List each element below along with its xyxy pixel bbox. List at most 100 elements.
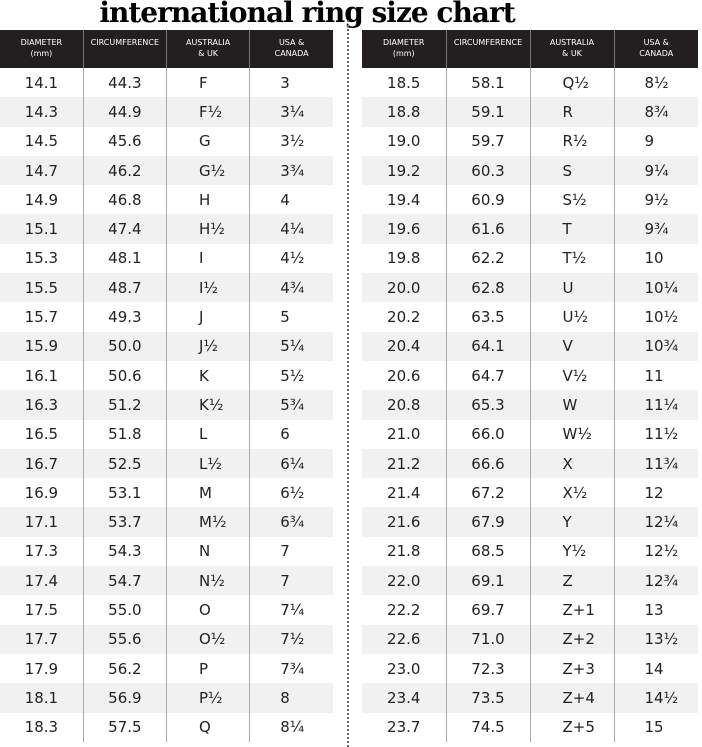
cell-circumference: 54.3 [82,536,167,567]
cell-australia-uk: X½ [529,478,614,508]
cell-diameter: 17.3 [24,542,59,561]
table-row: 17.3 54.3 N 7 [0,536,333,567]
cell-circumference: 67.9 [445,507,530,537]
cell-australia-uk: O½ [165,624,250,654]
table-row: 21.0 66.0 W½ 11½ [362,419,698,449]
cell-circumference: 48.7 [82,273,167,303]
cell-diameter: 23.4 [362,683,446,713]
cell-circumference: 56.2 [82,653,167,684]
cell-australia-uk: N [165,536,250,567]
cell-australia-uk: S [529,155,614,186]
cell-circumference: 69.7 [445,595,530,625]
cell-australia-uk: J [165,302,250,332]
cell-circumference: 71.0 [445,624,530,654]
cell-circumference: 57.5 [82,712,167,742]
cell-usa-canada: 11½ [613,419,698,449]
cell-australia-uk: Y [529,507,614,537]
cell-australia-uk: Z+5 [529,712,614,742]
cell-circumference: 64.1 [445,331,530,361]
cell-circumference: 62.2 [445,243,530,274]
table-row: 22.6 71.0 Z+2 13½ [362,624,698,654]
cell-circumference: 73.5 [445,683,530,713]
cell-australia-uk: G½ [165,155,250,186]
cell-australia-uk: Q [165,712,250,742]
cell-australia-uk: H [165,185,250,215]
cell-usa-canada: 10¾ [613,331,698,361]
table-row: 18.8 59.1 R 8¾ [362,97,698,127]
cell-australia-uk: P [165,653,250,684]
cell-circumference: 46.8 [82,185,167,215]
cell-diameter: 23.7 [387,718,421,737]
cell-usa-canada: 9¾ [613,214,698,244]
table-row: 16.5 51.8 L 6 [0,419,333,449]
cell-circumference: 59.7 [445,126,530,156]
table-row: 15.5 48.7 I½ 4¾ [0,273,333,303]
cell-usa-canada: 8¾ [613,97,698,127]
cell-australia-uk: Z+4 [529,683,614,713]
cell-usa-canada: 12¾ [613,566,698,596]
cell-diameter: 17.1 [0,507,84,537]
cell-diameter: 19.8 [387,249,421,268]
table-row: 18.1 56.9 P½ 8 [0,683,333,713]
cell-circumference: 47.4 [82,214,167,244]
header-usa-canada: USA & CANADA [249,30,333,68]
table-row: 19.4 60.9 S½ 9½ [362,185,698,215]
cell-circumference: 55.6 [82,624,167,654]
table-row: 15.9 50.0 J½ 5¼ [0,331,333,361]
cell-circumference: 52.5 [82,448,167,479]
table-row: 21.6 67.9 Y 12¼ [362,507,698,537]
table-row: 19.2 60.3 S 9¼ [362,155,698,186]
table-row: 17.5 55.0 O 7¼ [0,595,333,625]
header-diameter: DIAMETER (mm) [362,30,446,68]
cell-australia-uk: V [529,331,614,361]
cell-australia-uk: U½ [529,302,614,332]
cell-diameter: 15.5 [0,273,84,303]
table-row: 22.0 69.1 Z 12¾ [362,566,698,596]
cell-australia-uk: K [165,360,250,391]
cell-diameter: 21.0 [387,425,421,444]
table-row: 20.2 63.5 U½ 10½ [362,302,698,332]
table-row: 18.3 57.5 Q 8¼ [0,712,333,742]
cell-usa-canada: 5½ [249,360,333,391]
table-row: 19.6 61.6 T 9¾ [362,214,698,244]
cell-usa-canada: 8 [249,683,333,713]
cell-diameter: 17.9 [24,659,59,678]
header-usa-canada: USA & CANADA [613,30,698,68]
cell-usa-canada: 3½ [249,126,333,156]
cell-circumference: 58.1 [445,68,530,98]
cell-diameter: 20.4 [362,331,446,361]
table-row: 21.2 66.6 X 11¾ [362,448,698,479]
cell-australia-uk: T½ [529,243,614,274]
cell-usa-canada: 3 [249,68,333,98]
table-row: 16.9 53.1 M 6½ [0,478,333,508]
cell-circumference: 65.3 [445,390,530,420]
cell-usa-canada: 14 [613,653,698,684]
cell-usa-canada: 6¼ [249,448,333,479]
cell-usa-canada: 6¾ [249,507,333,537]
cell-circumference: 53.7 [82,507,167,537]
cell-diameter: 16.5 [24,425,59,444]
cell-australia-uk: L [165,419,250,449]
cell-australia-uk: O [165,595,250,625]
cell-usa-canada: 7 [249,536,333,567]
cell-australia-uk: M½ [165,507,250,537]
dotted-divider [347,20,349,747]
cell-diameter: 15.7 [24,308,59,327]
cell-usa-canada: 8¼ [249,712,333,742]
table-row: 20.8 65.3 W 11¼ [362,390,698,420]
cell-circumference: 50.0 [82,331,167,361]
cell-usa-canada: 7¾ [249,653,333,684]
cell-diameter: 21.4 [387,483,421,502]
cell-circumference: 64.7 [445,360,530,391]
cell-diameter: 14.5 [24,132,59,151]
cell-australia-uk: Z+2 [529,624,614,654]
table-row: 20.0 62.8 U 10¼ [362,273,698,303]
cell-usa-canada: 10½ [613,302,698,332]
cell-circumference: 49.3 [82,302,167,332]
cell-usa-canada: 11¾ [613,448,698,479]
cell-diameter: 14.7 [0,155,84,186]
page-title: international ring size chart [99,0,515,29]
table-row: 19.0 59.7 R½ 9 [362,126,698,156]
table-row: 17.1 53.7 M½ 6¾ [0,507,333,537]
cell-usa-canada: 7½ [249,624,333,654]
